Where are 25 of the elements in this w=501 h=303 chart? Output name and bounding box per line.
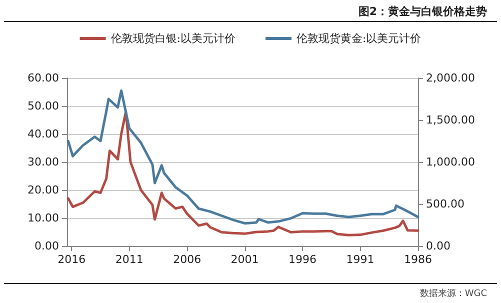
y2-tick-label: 0.00 [426, 240, 450, 252]
x-tick-label: 2001 [230, 253, 259, 266]
x-tick-label: 2011 [115, 253, 144, 266]
legend-label: 伦敦现货黄金:以美元计价 [296, 32, 422, 45]
y-tick-label: 50.00 [28, 100, 59, 112]
x-tick-label: 1996 [288, 253, 317, 266]
line-series [66, 110, 420, 236]
x-tick-label: 2016 [58, 253, 86, 266]
y-tick-label: 20.00 [28, 184, 59, 196]
x-tick-label: 1991 [346, 253, 374, 266]
y2-tick-label: 1,500.00 [426, 114, 475, 126]
y-tick-label: 10.00 [28, 212, 59, 224]
line-series [66, 89, 420, 225]
y2-tick-label: 1,000.00 [426, 156, 475, 168]
legend-label: 伦敦现货白银:以美元计价 [110, 32, 236, 45]
source-note: 数据来源：WGC [420, 288, 487, 300]
x-tick-label: 2006 [173, 253, 202, 266]
y-tick-label: 30.00 [28, 156, 59, 168]
y2-tick-label: 2,000.00 [426, 72, 475, 84]
y-tick-label: 60.00 [28, 72, 59, 84]
y-tick-label: 0.00 [34, 240, 59, 252]
chart-title: 图2：黄金与白银价格走势 [358, 4, 487, 19]
y-tick-label: 40.00 [28, 128, 59, 140]
y2-tick-label: 500.00 [426, 198, 464, 210]
x-tick-label: 1986 [404, 253, 432, 266]
